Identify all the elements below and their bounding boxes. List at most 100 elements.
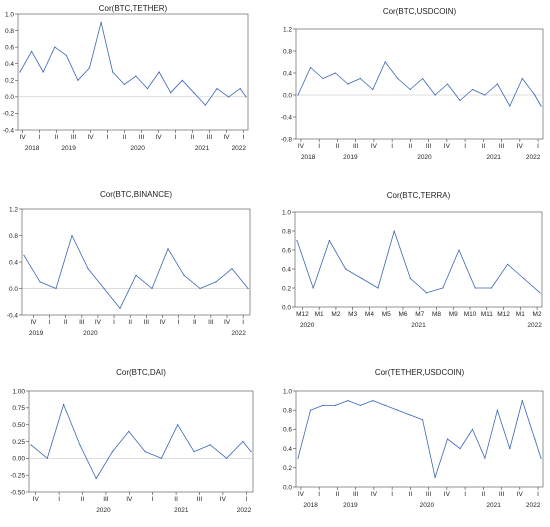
x-tick-label: II	[191, 134, 195, 141]
x-tick-label: I	[113, 319, 115, 326]
data-point	[309, 409, 312, 411]
plot-frame	[294, 211, 543, 308]
x-tick-label: II	[482, 143, 486, 150]
series-line	[296, 230, 541, 294]
data-point	[393, 230, 395, 232]
x-year-label: 2020	[96, 507, 111, 514]
data-point	[245, 96, 247, 98]
x-tick-label: I	[391, 143, 393, 150]
x-tick-label: M3	[348, 311, 357, 318]
x-tick-label: I	[464, 143, 466, 150]
y-tick-label: 1.00	[12, 388, 25, 395]
x-tick-label: I	[175, 134, 177, 141]
y-tick-label: -0.4	[3, 127, 15, 134]
y-tick-label: 0.4	[9, 259, 18, 266]
data-point	[442, 287, 444, 289]
x-tick-label: M7	[415, 311, 424, 318]
data-point	[345, 268, 347, 270]
x-tick-label: III	[499, 491, 505, 498]
data-point	[226, 457, 228, 459]
y-tick-label: -0.8	[281, 136, 293, 143]
x-tick-label: I	[107, 134, 109, 141]
x-tick-label: III	[103, 496, 109, 503]
series-line	[30, 404, 252, 479]
x-tick-label: II	[128, 319, 132, 326]
x-tick-label: I	[391, 491, 393, 498]
data-point	[231, 268, 233, 270]
data-point	[496, 409, 498, 411]
x-tick-label: I	[49, 319, 51, 326]
data-point	[123, 83, 125, 85]
data-point	[100, 21, 102, 23]
x-tick-label: III	[197, 496, 203, 503]
data-point	[521, 77, 523, 80]
x-tick-label: III	[353, 491, 359, 498]
data-point	[540, 105, 542, 107]
x-tick-label: IV	[371, 491, 378, 498]
data-point	[397, 409, 399, 411]
y-tick-label: 0.4	[282, 266, 291, 273]
x-tick-label: III	[426, 143, 432, 150]
data-point	[397, 77, 399, 80]
x-year-label: 2022	[527, 322, 542, 329]
data-point	[55, 287, 57, 290]
data-point	[509, 105, 511, 107]
x-tick-label: I	[58, 496, 60, 503]
y-tick-label: 0.6	[282, 247, 291, 254]
x-tick-label: II	[336, 491, 340, 498]
data-point	[71, 234, 73, 237]
y-tick-label: -0.2	[3, 111, 15, 118]
data-point	[434, 476, 436, 478]
data-point	[509, 448, 511, 450]
x-year-label: 2022	[237, 507, 252, 514]
chart-title: Cor(BTC,BINANCE)	[100, 190, 172, 199]
series-line	[297, 400, 542, 478]
data-point	[523, 277, 525, 280]
x-year-label: 2020	[420, 502, 435, 509]
data-point	[250, 451, 252, 453]
y-tick-label: 0.4	[283, 446, 292, 453]
y-tick-label: 0.0	[5, 94, 14, 101]
data-point	[204, 104, 206, 106]
data-point	[474, 287, 476, 289]
data-point	[540, 457, 542, 459]
x-tick-label: I	[318, 143, 320, 150]
data-point	[534, 94, 536, 96]
y-tick-label: 0.8	[283, 48, 292, 55]
y-tick-label: 0.8	[282, 228, 291, 235]
x-year-label: 2022	[232, 145, 247, 152]
data-point	[446, 83, 449, 85]
data-point	[296, 239, 298, 242]
data-point	[484, 94, 486, 96]
x-tick-label: M4	[365, 311, 374, 318]
chart-title: Cor(BTC,TERRA)	[387, 191, 451, 200]
data-point	[409, 88, 411, 91]
data-point	[42, 71, 44, 73]
data-point	[177, 424, 179, 426]
plot-frame	[295, 28, 544, 140]
data-point	[409, 277, 411, 280]
y-tick-label: 0.8	[9, 233, 18, 240]
x-tick-label: M11	[481, 311, 494, 318]
data-point	[458, 249, 460, 251]
data-point	[372, 400, 374, 402]
y-tick-label: 1.0	[5, 11, 14, 18]
data-point	[242, 440, 244, 443]
data-point	[215, 281, 217, 283]
x-tick-label: III	[208, 319, 214, 326]
data-point	[434, 94, 436, 96]
data-point	[181, 79, 183, 81]
x-tick-label: IV	[20, 134, 27, 141]
y-tick-label: 0.25	[12, 439, 25, 446]
data-point	[87, 268, 89, 270]
x-tick-label: IV	[298, 491, 305, 498]
data-point	[484, 457, 486, 459]
x-tick-label: I	[318, 491, 320, 498]
x-tick-label: III	[207, 134, 213, 141]
x-tick-label: II	[55, 134, 59, 141]
y-tick-label: 0.8	[283, 408, 292, 415]
data-point	[322, 77, 324, 80]
data-point	[459, 448, 461, 450]
data-point	[521, 400, 523, 402]
